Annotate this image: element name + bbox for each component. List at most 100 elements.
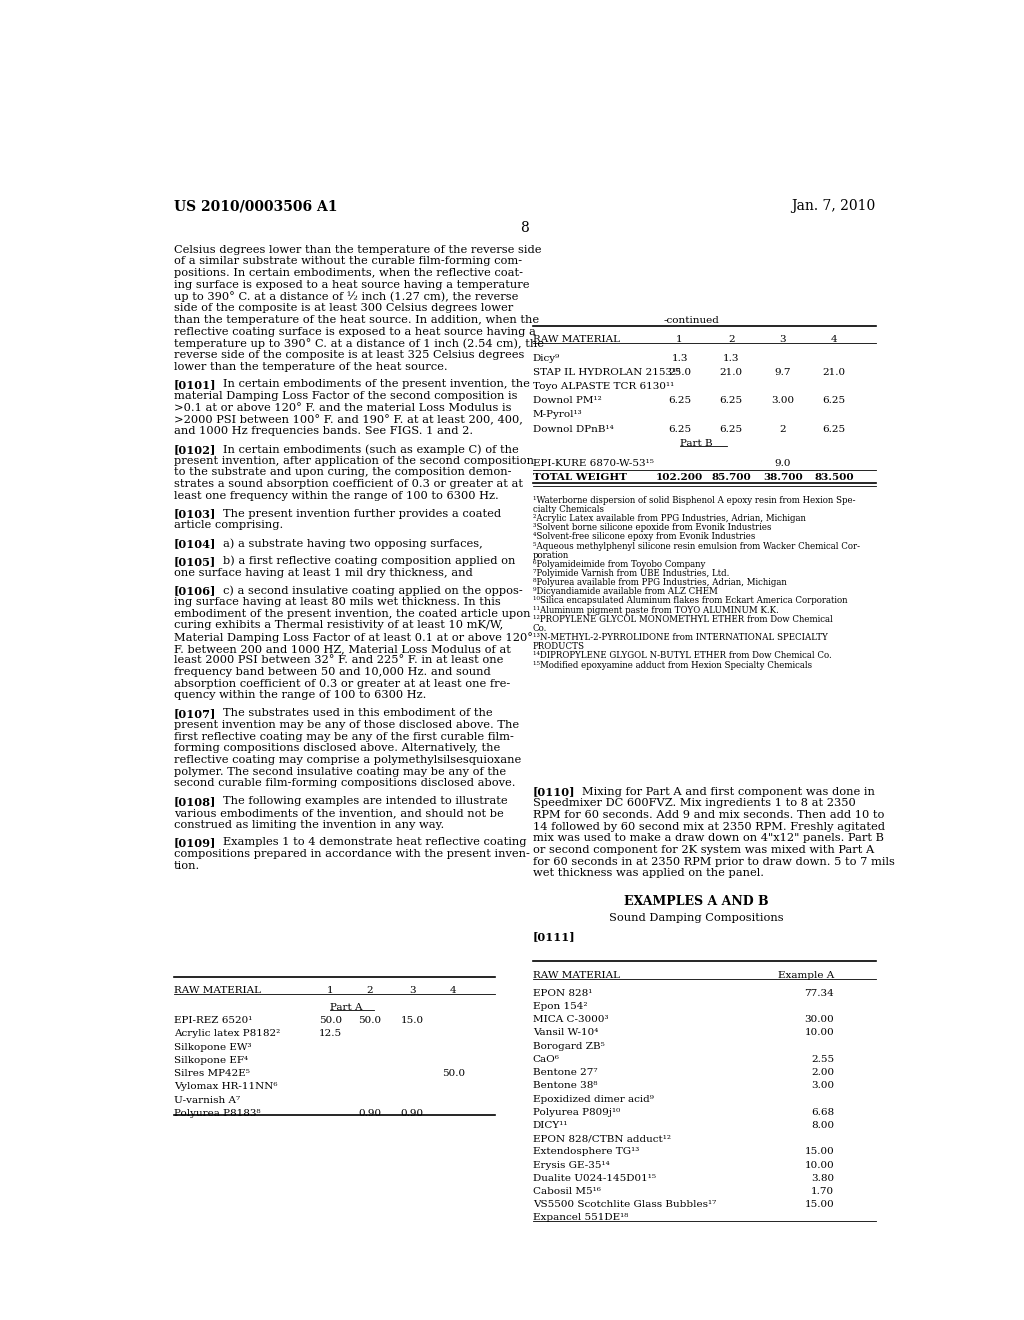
Text: 10.00: 10.00 bbox=[805, 1160, 835, 1170]
Text: reflective coating may comprise a polymethylsilsesquioxane: reflective coating may comprise a polyme… bbox=[174, 755, 521, 766]
Text: 4: 4 bbox=[451, 986, 457, 995]
Text: EPI-REZ 6520¹: EPI-REZ 6520¹ bbox=[174, 1016, 252, 1026]
Text: Polyurea P809j¹⁰: Polyurea P809j¹⁰ bbox=[532, 1107, 620, 1117]
Text: 2.55: 2.55 bbox=[811, 1055, 835, 1064]
Text: Mixing for Part A and first component was done in: Mixing for Part A and first component wa… bbox=[582, 787, 874, 796]
Text: Erysis GE-35¹⁴: Erysis GE-35¹⁴ bbox=[532, 1160, 609, 1170]
Text: 9.7: 9.7 bbox=[774, 368, 791, 376]
Text: poration: poration bbox=[532, 550, 569, 560]
Text: Sound Damping Compositions: Sound Damping Compositions bbox=[609, 912, 783, 923]
Text: Examples 1 to 4 demonstrate heat reflective coating: Examples 1 to 4 demonstrate heat reflect… bbox=[223, 837, 526, 847]
Text: least one frequency within the range of 100 to 6300 Hz.: least one frequency within the range of … bbox=[174, 491, 499, 500]
Text: 15.00: 15.00 bbox=[805, 1200, 835, 1209]
Text: up to 390° C. at a distance of ½ inch (1.27 cm), the reverse: up to 390° C. at a distance of ½ inch (1… bbox=[174, 292, 518, 302]
Text: [0105]: [0105] bbox=[174, 556, 216, 566]
Text: Bentone 38⁸: Bentone 38⁸ bbox=[532, 1081, 597, 1090]
Text: Downol DPnB¹⁴: Downol DPnB¹⁴ bbox=[532, 425, 613, 434]
Text: 4: 4 bbox=[831, 335, 838, 345]
Text: -continued: -continued bbox=[664, 315, 720, 325]
Text: 85.700: 85.700 bbox=[712, 474, 751, 483]
Text: Epoxidized dimer acid⁹: Epoxidized dimer acid⁹ bbox=[532, 1094, 653, 1104]
Text: 50.0: 50.0 bbox=[358, 1016, 382, 1026]
Text: and 1000 Hz frequencies bands. See FIGS. 1 and 2.: and 1000 Hz frequencies bands. See FIGS.… bbox=[174, 426, 473, 436]
Text: 6.25: 6.25 bbox=[720, 396, 742, 405]
Text: [0108]: [0108] bbox=[174, 796, 216, 808]
Text: 6.68: 6.68 bbox=[811, 1107, 835, 1117]
Text: absorption coefficient of 0.3 or greater at at least one fre-: absorption coefficient of 0.3 or greater… bbox=[174, 678, 510, 689]
Text: [0106]: [0106] bbox=[174, 585, 216, 597]
Text: Vylomax HR-11NN⁶: Vylomax HR-11NN⁶ bbox=[174, 1082, 278, 1092]
Text: 77.34: 77.34 bbox=[805, 989, 835, 998]
Text: 14 followed by 60 second mix at 2350 RPM. Freshly agitated: 14 followed by 60 second mix at 2350 RPM… bbox=[532, 821, 885, 832]
Text: EXAMPLES A AND B: EXAMPLES A AND B bbox=[624, 895, 769, 908]
Text: second curable film-forming compositions disclosed above.: second curable film-forming compositions… bbox=[174, 779, 515, 788]
Text: 38.700: 38.700 bbox=[763, 474, 803, 483]
Text: Extendosphere TG¹³: Extendosphere TG¹³ bbox=[532, 1147, 639, 1156]
Text: 50.0: 50.0 bbox=[318, 1016, 342, 1026]
Text: 10.00: 10.00 bbox=[805, 1028, 835, 1038]
Text: 3: 3 bbox=[779, 335, 786, 345]
Text: ²Acrylic Latex available from PPG Industries, Adrian, Michigan: ²Acrylic Latex available from PPG Indust… bbox=[532, 515, 806, 523]
Text: RAW MATERIAL: RAW MATERIAL bbox=[532, 970, 620, 979]
Text: Vansil W-10⁴: Vansil W-10⁴ bbox=[532, 1028, 598, 1038]
Text: In certain embodiments of the present invention, the: In certain embodiments of the present in… bbox=[223, 379, 530, 389]
Text: >0.1 at or above 120° F. and the material Loss Modulus is: >0.1 at or above 120° F. and the materia… bbox=[174, 403, 512, 413]
Text: article comprising.: article comprising. bbox=[174, 520, 284, 531]
Text: 83.500: 83.500 bbox=[814, 474, 854, 483]
Text: polymer. The second insulative coating may be any of the: polymer. The second insulative coating m… bbox=[174, 767, 506, 776]
Text: Downol PM¹²: Downol PM¹² bbox=[532, 396, 601, 405]
Text: RAW MATERIAL: RAW MATERIAL bbox=[532, 335, 620, 345]
Text: ¹⁵Modified epoxyamine adduct from Hexion Specialty Chemicals: ¹⁵Modified epoxyamine adduct from Hexion… bbox=[532, 660, 812, 669]
Text: Example A: Example A bbox=[778, 970, 835, 979]
Text: of a similar substrate without the curable film-forming com-: of a similar substrate without the curab… bbox=[174, 256, 522, 267]
Text: M-Pyrol¹³: M-Pyrol¹³ bbox=[532, 411, 583, 420]
Text: 8: 8 bbox=[520, 222, 529, 235]
Text: Material Damping Loss Factor of at least 0.1 at or above 120°: Material Damping Loss Factor of at least… bbox=[174, 632, 534, 643]
Text: STAP IL HYDROLAN 2153¹⁰: STAP IL HYDROLAN 2153¹⁰ bbox=[532, 368, 680, 376]
Text: 2.00: 2.00 bbox=[811, 1068, 835, 1077]
Text: [0110]: [0110] bbox=[532, 787, 575, 797]
Text: 21.0: 21.0 bbox=[822, 368, 846, 376]
Text: DICY¹¹: DICY¹¹ bbox=[532, 1121, 568, 1130]
Text: 2: 2 bbox=[367, 986, 374, 995]
Text: 6.25: 6.25 bbox=[668, 396, 691, 405]
Text: Jan. 7, 2010: Jan. 7, 2010 bbox=[792, 199, 876, 213]
Text: 6.25: 6.25 bbox=[822, 396, 846, 405]
Text: Part A: Part A bbox=[331, 1003, 362, 1012]
Text: temperature up to 390° C. at a distance of 1 inch (2.54 cm), the: temperature up to 390° C. at a distance … bbox=[174, 338, 544, 350]
Text: Silkopone EF⁴: Silkopone EF⁴ bbox=[174, 1056, 248, 1065]
Text: curing exhibits a Thermal resistivity of at least 10 mK/W,: curing exhibits a Thermal resistivity of… bbox=[174, 620, 503, 631]
Text: for 60 seconds in at 2350 RPM prior to draw down. 5 to 7 mils: for 60 seconds in at 2350 RPM prior to d… bbox=[532, 857, 895, 867]
Text: forming compositions disclosed above. Alternatively, the: forming compositions disclosed above. Al… bbox=[174, 743, 501, 754]
Text: a) a substrate having two opposing surfaces,: a) a substrate having two opposing surfa… bbox=[223, 539, 483, 549]
Text: 9.0: 9.0 bbox=[774, 459, 791, 469]
Text: 1: 1 bbox=[676, 335, 683, 345]
Text: EPON 828/CTBN adduct¹²: EPON 828/CTBN adduct¹² bbox=[532, 1134, 671, 1143]
Text: present invention may be any of those disclosed above. The: present invention may be any of those di… bbox=[174, 719, 519, 730]
Text: >2000 PSI between 100° F. and 190° F. at at least 200, 400,: >2000 PSI between 100° F. and 190° F. at… bbox=[174, 414, 523, 425]
Text: ³Solvent borne silicone epoxide from Evonik Industries: ³Solvent borne silicone epoxide from Evo… bbox=[532, 523, 771, 532]
Text: Expancel 551DE¹⁸: Expancel 551DE¹⁸ bbox=[532, 1213, 628, 1222]
Text: 2: 2 bbox=[728, 335, 734, 345]
Text: Speedmixer DC 600FVZ. Mix ingredients 1 to 8 at 2350: Speedmixer DC 600FVZ. Mix ingredients 1 … bbox=[532, 799, 855, 808]
Text: RPM for 60 seconds. Add 9 and mix seconds. Then add 10 to: RPM for 60 seconds. Add 9 and mix second… bbox=[532, 810, 884, 820]
Text: ⁵Aqueous methylphenyl silicone resin emulsion from Wacker Chemical Cor-: ⁵Aqueous methylphenyl silicone resin emu… bbox=[532, 541, 860, 550]
Text: VS5500 Scotchlite Glass Bubbles¹⁷: VS5500 Scotchlite Glass Bubbles¹⁷ bbox=[532, 1200, 716, 1209]
Text: EPON 828¹: EPON 828¹ bbox=[532, 989, 592, 998]
Text: ¹²PROPYLENE GLYCOL MONOMETHYL ETHER from Dow Chemical: ¹²PROPYLENE GLYCOL MONOMETHYL ETHER from… bbox=[532, 615, 833, 624]
Text: quency within the range of 100 to 6300 Hz.: quency within the range of 100 to 6300 H… bbox=[174, 690, 426, 701]
Text: 1.3: 1.3 bbox=[723, 354, 739, 363]
Text: F. between 200 and 1000 HZ, Material Loss Modulus of at: F. between 200 and 1000 HZ, Material Los… bbox=[174, 644, 511, 653]
Text: 6.25: 6.25 bbox=[822, 425, 846, 434]
Text: The substrates used in this embodiment of the: The substrates used in this embodiment o… bbox=[223, 709, 493, 718]
Text: Borogard ZB⁵: Borogard ZB⁵ bbox=[532, 1041, 604, 1051]
Text: MICA C-3000³: MICA C-3000³ bbox=[532, 1015, 608, 1024]
Text: [0102]: [0102] bbox=[174, 444, 216, 455]
Text: than the temperature of the heat source. In addition, when the: than the temperature of the heat source.… bbox=[174, 315, 540, 325]
Text: US 2010/0003506 A1: US 2010/0003506 A1 bbox=[174, 199, 338, 213]
Text: In certain embodiments (such as example C) of the: In certain embodiments (such as example … bbox=[223, 444, 519, 454]
Text: wet thickness was applied on the panel.: wet thickness was applied on the panel. bbox=[532, 869, 764, 878]
Text: Cabosil M5¹⁶: Cabosil M5¹⁶ bbox=[532, 1187, 601, 1196]
Text: ing surface having at least 80 mils wet thickness. In this: ing surface having at least 80 mils wet … bbox=[174, 597, 501, 607]
Text: 6.25: 6.25 bbox=[720, 425, 742, 434]
